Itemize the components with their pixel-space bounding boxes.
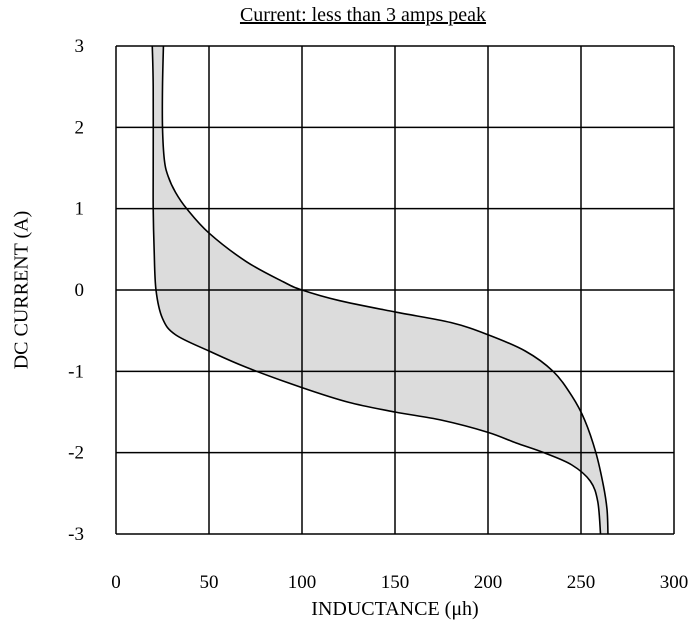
chart-title: Current: less than 3 amps peak bbox=[239, 4, 487, 26]
x-tick-label: 0 bbox=[111, 572, 121, 593]
shaded-band bbox=[152, 46, 608, 534]
x-axis-label: INDUCTANCE (μh) bbox=[311, 598, 479, 620]
y-tick-label: -1 bbox=[68, 361, 84, 382]
series-line-1 bbox=[161, 45, 609, 535]
series-line-2 bbox=[151, 45, 602, 535]
x-tick-label: 150 bbox=[381, 572, 410, 593]
y-tick-label: 0 bbox=[75, 280, 85, 301]
x-tick-label: 300 bbox=[660, 572, 689, 593]
x-tick-label: 100 bbox=[288, 572, 317, 593]
x-tick-label: 200 bbox=[474, 572, 503, 593]
y-tick-label: 3 bbox=[75, 36, 85, 57]
x-tick-label: 250 bbox=[567, 572, 596, 593]
y-tick-label: 1 bbox=[75, 199, 85, 220]
y-tick-label: -2 bbox=[68, 443, 84, 464]
y-tick-label: 2 bbox=[75, 117, 85, 138]
y-tick-label: -3 bbox=[68, 524, 84, 545]
x-tick-label: 50 bbox=[200, 572, 219, 593]
